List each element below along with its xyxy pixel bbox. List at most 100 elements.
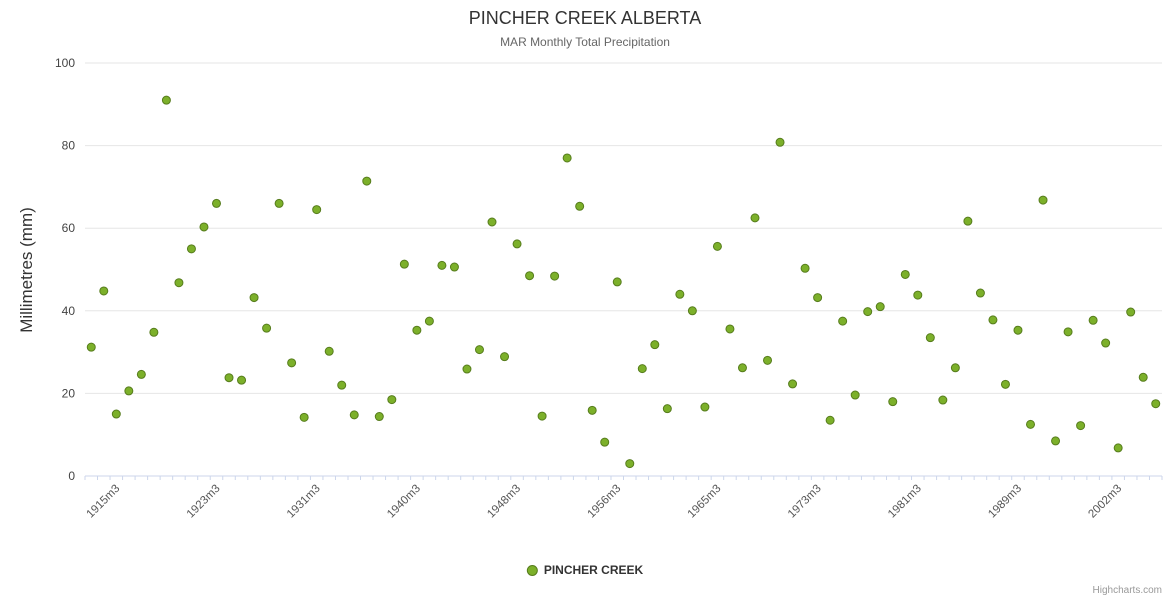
chart-title: PINCHER CREEK ALBERTA [468,8,702,28]
scatter-point[interactable] [1113,443,1123,453]
scatter-point[interactable] [1063,327,1073,337]
scatter-point[interactable] [675,289,685,299]
scatter-point[interactable] [825,415,835,425]
scatter-point[interactable] [938,395,948,405]
scatter-point[interactable] [1013,325,1023,335]
scatter-point[interactable] [337,380,347,390]
scatter-point[interactable] [775,137,785,147]
scatter-point[interactable] [412,325,422,335]
y-axis-tick-label: 40 [62,304,76,318]
scatter-point[interactable] [700,402,710,412]
highcharts-credits-link[interactable]: Highcharts.com [1092,585,1162,596]
scatter-point[interactable] [387,395,397,405]
scatter-point[interactable] [349,410,359,420]
scatter-point[interactable] [1000,379,1010,389]
scatter-point[interactable] [712,241,722,251]
scatter-point[interactable] [637,364,647,374]
y-axis-tick-label: 80 [62,139,76,153]
scatter-point[interactable] [512,239,522,249]
scatter-point[interactable] [249,293,259,303]
scatter-point[interactable] [111,409,121,419]
scatter-point[interactable] [1101,338,1111,348]
scatter-point[interactable] [687,306,697,316]
scatter-point[interactable] [537,411,547,421]
scatter-point[interactable] [312,205,322,215]
scatter-point[interactable] [124,386,134,396]
scatter-point[interactable] [262,323,272,333]
scatter-point[interactable] [750,213,760,223]
scatter-point[interactable] [838,316,848,326]
scatter-point[interactable] [950,363,960,373]
scatter-point[interactable] [737,363,747,373]
legend-item[interactable]: PINCHER CREEK [526,563,643,577]
scatter-point[interactable] [274,198,284,208]
x-axis-tick-label: 1915m3 [85,483,123,521]
x-axis-tick-label: 1973m3 [786,483,824,521]
scatter-point[interactable] [86,342,96,352]
scatter-point[interactable] [237,375,247,385]
scatter-point[interactable] [888,397,898,407]
scatter-point[interactable] [1051,436,1061,446]
scatter-point[interactable] [850,390,860,400]
scatter-point[interactable] [287,358,297,368]
scatter-point[interactable] [1088,315,1098,325]
scatter-point[interactable] [800,263,810,273]
legend-marker-icon [526,564,538,576]
scatter-point[interactable] [587,405,597,415]
scatter-point[interactable] [575,201,585,211]
scatter-point[interactable] [600,437,610,447]
scatter-point[interactable] [1126,307,1136,317]
scatter-point[interactable] [399,259,409,269]
scatter-point[interactable] [863,307,873,317]
scatter-point[interactable] [525,271,535,281]
scatter-point[interactable] [913,290,923,300]
scatter-point[interactable] [550,271,560,281]
scatter-point[interactable] [813,293,823,303]
scatter-point[interactable] [449,262,459,272]
scatter-point[interactable] [975,288,985,298]
scatter-point[interactable] [149,327,159,337]
scatter-point[interactable] [224,373,234,383]
scatter-point[interactable] [1076,421,1086,431]
scatter-point[interactable] [186,244,196,254]
scatter-point[interactable] [211,198,221,208]
x-axis-tick-label: 1981m3 [886,483,924,521]
scatter-point[interactable] [925,333,935,343]
scatter-point[interactable] [500,352,510,362]
scatter-point[interactable] [174,278,184,288]
scatter-point[interactable] [625,459,635,469]
y-axis-tick-label: 0 [68,469,75,483]
scatter-point[interactable] [662,404,672,414]
scatter-point[interactable] [988,315,998,325]
scatter-point[interactable] [612,277,622,287]
scatter-point[interactable] [763,355,773,365]
scatter-point[interactable] [199,222,209,232]
scatter-point[interactable] [562,153,572,163]
y-axis-tick-label: 20 [62,386,76,400]
scatter-point[interactable] [362,176,372,186]
scatter-point[interactable] [875,302,885,312]
scatter-point[interactable] [99,286,109,296]
scatter-point[interactable] [424,316,434,326]
scatter-point[interactable] [474,345,484,355]
scatter-point[interactable] [437,260,447,270]
scatter-point[interactable] [487,217,497,227]
scatter-point[interactable] [324,346,334,356]
scatter-point[interactable] [1151,399,1161,409]
scatter-point[interactable] [650,340,660,350]
y-axis-tick-label: 60 [62,221,76,235]
scatter-point[interactable] [1026,419,1036,429]
scatter-point[interactable] [136,369,146,379]
scatter-point[interactable] [1038,195,1048,205]
scatter-point[interactable] [1138,372,1148,382]
scatter-point[interactable] [900,269,910,279]
x-axis-tick-label: 1940m3 [385,483,423,521]
scatter-point[interactable] [374,412,384,422]
x-axis-tick-label: 1989m3 [986,483,1024,521]
scatter-point[interactable] [725,324,735,334]
scatter-point[interactable] [963,216,973,226]
scatter-point[interactable] [299,412,309,422]
scatter-point[interactable] [161,95,171,105]
scatter-point[interactable] [462,364,472,374]
scatter-point[interactable] [788,379,798,389]
